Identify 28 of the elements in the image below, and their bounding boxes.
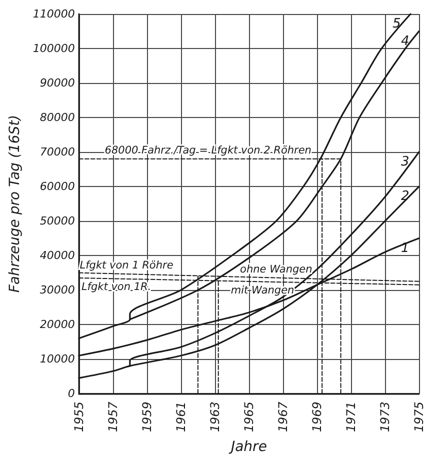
- series-label: 4: [401, 34, 410, 49]
- x-tick-label: 1973: [378, 402, 392, 432]
- y-tick-label: 10000: [40, 352, 75, 366]
- y-tick-label: 60000: [40, 180, 75, 194]
- x-tick-label: 1963: [208, 402, 222, 432]
- x-axis-title: Jahre: [228, 439, 267, 455]
- x-tick-label: 1975: [412, 402, 426, 432]
- x-tick-label: 1955: [72, 402, 86, 432]
- y-tick-label: 0: [68, 387, 75, 400]
- y-tick-label: 50000: [40, 214, 75, 228]
- x-tick-label: 1965: [242, 402, 256, 432]
- x-tick-label: 1971: [344, 402, 358, 432]
- y-tick-label: 80000: [40, 111, 75, 124]
- y-tick-label: 110000: [32, 8, 75, 20]
- y-tick-label: 70000: [40, 146, 75, 159]
- y-tick-label: 90000: [40, 76, 75, 90]
- x-tick-label: 1961: [174, 402, 188, 432]
- y-tick-label: 40000: [40, 249, 75, 262]
- x-tick-label: 1967: [276, 401, 290, 432]
- x-tick-label: 1959: [140, 402, 154, 432]
- x-tick-label: 1969: [310, 402, 324, 432]
- y-axis-title: Fahrzeuge pro Tag (16St): [7, 114, 23, 293]
- y-tick-label: 100000: [32, 42, 75, 56]
- y-tick-label: 30000: [40, 284, 75, 297]
- series-label: 5: [392, 16, 401, 32]
- series-label: 3: [401, 154, 410, 170]
- y-tick-label: 20000: [40, 318, 75, 332]
- x-tick-label: 1957: [106, 401, 120, 432]
